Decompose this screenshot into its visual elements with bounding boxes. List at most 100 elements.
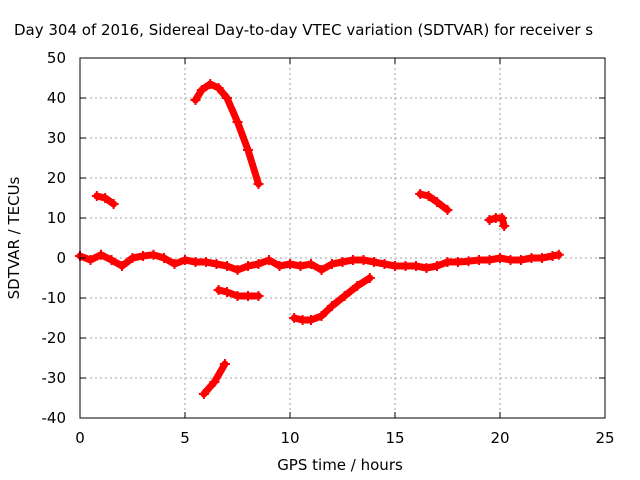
data-point (306, 315, 316, 325)
series-arc-d (198, 359, 230, 399)
data-point (295, 261, 306, 271)
data-point (209, 377, 220, 387)
data-point (390, 261, 400, 271)
data-series (75, 79, 564, 399)
series-arc-c (213, 285, 264, 301)
data-point (253, 179, 264, 189)
y-tick-label: 40 (47, 89, 66, 107)
data-point (148, 249, 159, 260)
y-tick-label: 20 (47, 169, 66, 187)
data-point (442, 257, 453, 267)
data-point (442, 205, 453, 215)
data-point (219, 359, 230, 369)
data-point (190, 95, 201, 105)
data-point (222, 261, 232, 271)
data-point (127, 253, 138, 263)
data-point (537, 253, 547, 263)
data-point (526, 253, 537, 263)
data-point (85, 255, 96, 265)
y-tick-label: -30 (42, 369, 67, 387)
x-tick-label: 5 (180, 429, 190, 447)
data-point (505, 255, 516, 265)
data-point (100, 193, 111, 203)
data-point (201, 257, 211, 267)
data-point (264, 255, 274, 265)
data-point (358, 255, 369, 265)
data-point (364, 273, 375, 283)
grid (80, 58, 605, 418)
data-point (169, 259, 180, 269)
x-ticks: 0 5 10 15 20 25 (75, 58, 615, 447)
x-tick-label: 25 (595, 429, 614, 447)
data-point (222, 93, 232, 103)
data-point (484, 255, 495, 265)
x-tick-label: 15 (385, 429, 404, 447)
data-point (106, 255, 117, 265)
series-line (290, 274, 374, 324)
data-point (243, 291, 253, 301)
data-point (423, 191, 434, 201)
data-point (337, 257, 348, 267)
y-axis-label: SDTVAR / TECUs (5, 176, 23, 299)
data-point (205, 79, 216, 89)
data-point (253, 259, 264, 269)
data-point (108, 199, 119, 209)
x-axis-label: GPS time / hours (277, 456, 403, 474)
data-point (138, 251, 148, 261)
data-point (553, 249, 564, 260)
data-point (96, 249, 106, 260)
data-point (297, 315, 308, 325)
data-point (352, 281, 363, 291)
series-arc-f (415, 189, 453, 215)
data-point (196, 85, 207, 95)
data-point (253, 291, 264, 301)
series-arc-a (91, 191, 119, 209)
data-point (474, 255, 484, 265)
chart-title: Day 304 of 2016, Sidereal Day-to-day VTE… (14, 21, 593, 39)
y-tick-label: -40 (42, 409, 67, 427)
data-point (117, 261, 127, 271)
data-point (327, 259, 337, 269)
data-point (432, 197, 442, 207)
plot-frame (79, 57, 606, 419)
y-tick-label: 10 (47, 209, 66, 227)
series-arc-b (190, 79, 264, 189)
y-tick-label: 50 (47, 49, 66, 67)
data-point (289, 313, 300, 323)
data-point (213, 83, 224, 93)
x-tick-label: 20 (490, 429, 509, 447)
data-point (379, 259, 390, 269)
data-point (159, 253, 169, 263)
y-ticks: -40 -30 -20 -10 0 10 20 30 40 50 (42, 49, 605, 427)
data-point (415, 189, 426, 199)
data-point (190, 257, 201, 267)
data-point (432, 261, 442, 271)
data-point (499, 221, 510, 231)
y-tick-label: 30 (47, 129, 66, 147)
data-point (369, 257, 379, 267)
data-point (180, 255, 190, 265)
data-point (316, 311, 327, 321)
data-point (411, 261, 421, 271)
data-point (306, 259, 316, 269)
x-tick-label: 10 (280, 429, 299, 447)
data-point (222, 287, 232, 297)
series-arc-e (289, 273, 375, 325)
data-point (232, 117, 243, 127)
data-point (495, 253, 505, 263)
data-point (400, 261, 411, 271)
data-point (232, 265, 243, 275)
series-baseline (75, 249, 564, 275)
data-point (232, 291, 243, 301)
y-tick-label: -10 (42, 289, 67, 307)
x-tick-label: 0 (75, 429, 85, 447)
data-point (274, 261, 285, 271)
data-point (198, 389, 209, 399)
data-point (463, 256, 474, 267)
data-point (348, 255, 358, 265)
data-point (285, 259, 295, 269)
data-point (91, 191, 102, 201)
data-point (421, 263, 432, 273)
data-point (243, 145, 253, 155)
